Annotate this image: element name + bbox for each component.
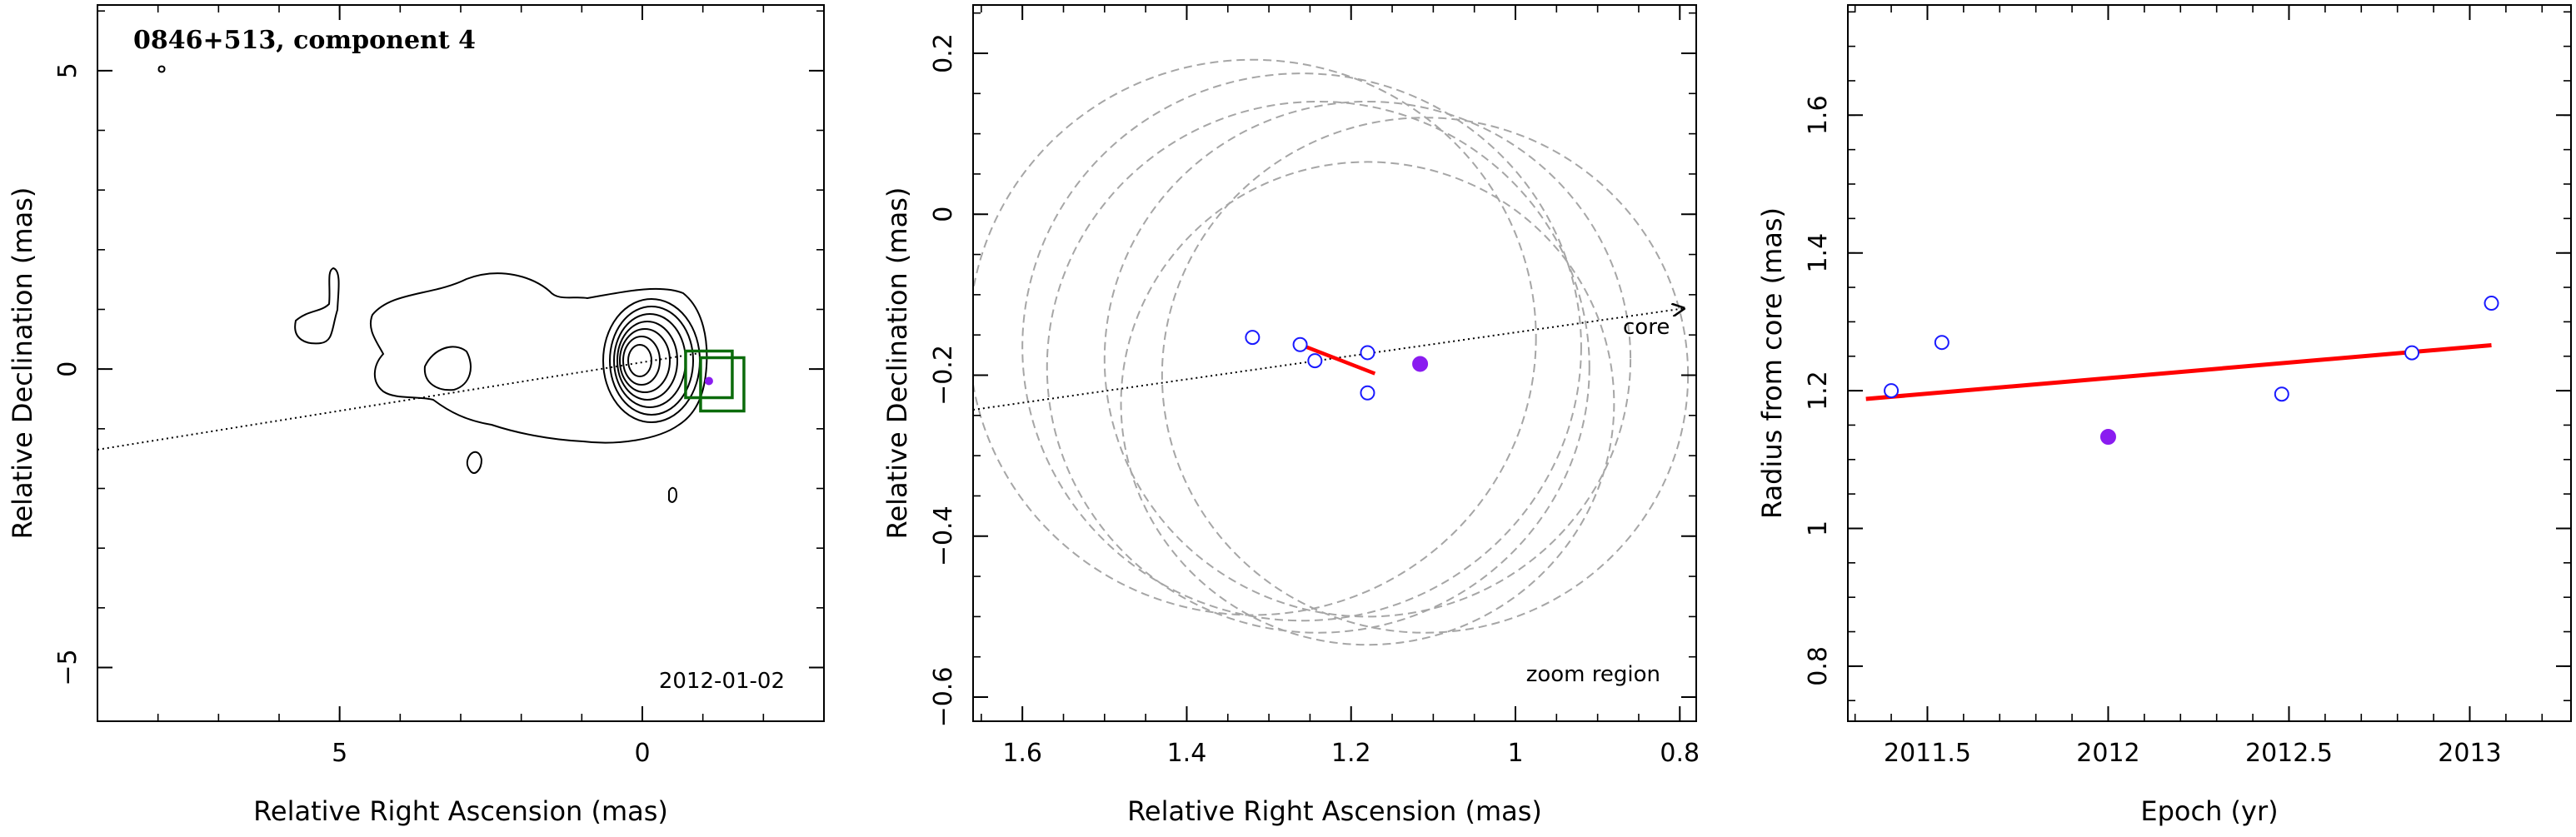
x-tick-label: 5 (332, 739, 347, 768)
uncertainty-circle (973, 58, 1537, 616)
zoom-box (684, 349, 734, 400)
x-axis-label: Epoch (yr) (2140, 795, 2278, 827)
x-tick-label: 0.8 (1660, 739, 1700, 768)
zoom-region-annotation: zoom region (1526, 662, 1660, 687)
plot-frame (972, 4, 1697, 722)
date-label: 2012-01-02 (659, 669, 785, 694)
contour-outer (369, 272, 708, 444)
contour-ring (613, 313, 686, 408)
panel-radius-vs-epoch: 2011.5 2012 2012.5 2013 0.8 1 1.2 1.4 1.6 Epoch … (1756, 4, 2572, 827)
contour-blob-small (466, 451, 483, 475)
open-point (2404, 345, 2420, 361)
open-point (1245, 330, 1261, 346)
position-points (1245, 330, 1429, 401)
y-tick-label: 1.2 (1804, 371, 1833, 411)
uncertainty-circle (1120, 161, 1615, 646)
filled-point (1412, 356, 1429, 372)
y-axis-label: Radius from core (mas) (1756, 207, 1788, 519)
y-tick-label: −0.6 (929, 667, 958, 728)
x-tick-label: 2013 (2438, 739, 2501, 768)
y-tick-label: 1.6 (1804, 95, 1833, 135)
radius-points (1884, 296, 2499, 445)
y-tick-label: 1.4 (1804, 233, 1833, 273)
contour-lobe-left (294, 267, 340, 345)
y-tick-label: 0 (929, 207, 958, 222)
x-tick-label: 2012.5 (2245, 739, 2333, 768)
panel-contour-map: 5 050−5 0846+513, component 4 2012-01-02 … (7, 4, 825, 827)
open-point (1360, 385, 1375, 401)
y-tick-label: 0.2 (929, 33, 958, 73)
axis-ticks: 1.6 1.4 1.2 1 0.8 0.2 0 −0.2 −0.4 −0.6 (929, 5, 1700, 768)
core-annotation: core (1623, 315, 1670, 340)
uncertainty-circle (1103, 100, 1632, 618)
jet-axis-line (97, 352, 697, 451)
open-point (2484, 296, 2499, 311)
uncertainty-circle (1161, 117, 1690, 634)
contour-hole (423, 346, 472, 391)
contour-map-content (97, 65, 746, 503)
radius-content (1865, 296, 2499, 445)
x-tick-label: 1.6 (1002, 739, 1042, 768)
y-tick-label: 5 (53, 62, 82, 78)
contour-ring (617, 321, 678, 401)
open-point (2274, 386, 2289, 402)
contour-ring (619, 328, 671, 393)
contour-speck (157, 65, 166, 73)
plot-title: 0846+513, component 4 (133, 26, 476, 55)
x-tick-label: 2012 (2076, 739, 2139, 768)
y-axis-label: Relative Declination (mas) (7, 187, 38, 540)
zoom-content (973, 58, 1690, 646)
zoom-box (699, 356, 746, 413)
filled-point (2099, 428, 2116, 445)
fit-segment (1299, 342, 1376, 376)
y-tick-label: −0.4 (929, 506, 958, 566)
y-tick-label: 1 (1804, 521, 1833, 536)
y-tick-label: −0.2 (929, 345, 958, 406)
y-axis-label: Relative Declination (mas) (881, 187, 913, 540)
fit-line (1865, 343, 2492, 401)
x-tick-label: 0 (634, 739, 650, 768)
x-tick-label: 2011.5 (1884, 739, 1971, 768)
uncertainty-circles (973, 58, 1690, 646)
contour-lines (157, 65, 708, 503)
panel-zoom-positions: 1.6 1.4 1.2 1 0.8 0.2 0 −0.2 −0.4 −0.6 core zoom … (881, 4, 1700, 827)
open-point (1934, 335, 1949, 351)
open-point (1307, 353, 1323, 369)
x-tick-label: 1.2 (1331, 739, 1371, 768)
axis-ticks: 2011.5 2012 2012.5 2013 0.8 1 1.2 1.4 1.6 (1804, 5, 2571, 768)
contour-ring (622, 336, 661, 386)
contour-ring (609, 306, 694, 416)
open-point (1360, 345, 1375, 361)
open-point (1884, 383, 1900, 399)
y-tick-label: 0 (53, 361, 82, 377)
contour-ring (627, 344, 652, 377)
uncertainty-circle (1046, 100, 1590, 634)
y-tick-label: 0.8 (1804, 646, 1833, 686)
y-tick-label: −5 (53, 649, 82, 685)
plot-frame (1847, 4, 2572, 722)
plot-frame (97, 4, 825, 722)
uncertainty-circle (1021, 72, 1582, 622)
axis-ticks: 5 0 5 0 −5 (53, 5, 825, 768)
component-marker (704, 376, 713, 386)
x-tick-label: 1.4 (1167, 739, 1207, 768)
x-axis-label: Relative Right Ascension (mas) (1127, 795, 1542, 827)
open-point (1292, 336, 1308, 352)
contour-blob-tiny (668, 486, 678, 503)
x-axis-label: Relative Right Ascension (mas) (253, 795, 668, 827)
x-tick-label: 1 (1507, 739, 1523, 768)
